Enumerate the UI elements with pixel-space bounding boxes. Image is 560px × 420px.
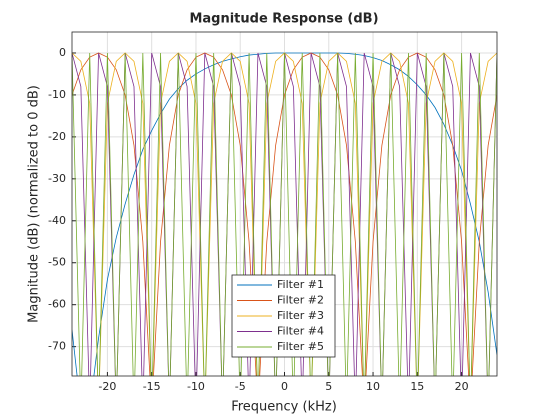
chart-title: Magnitude Response (dB): [189, 12, 378, 27]
y-tick-label: -30: [48, 172, 66, 185]
legend-label: Filter #3: [277, 309, 324, 322]
x-tick-label: 5: [325, 380, 332, 393]
legend-label: Filter #2: [277, 294, 324, 307]
y-tick-label: 0: [59, 46, 66, 59]
x-tick-label: 10: [366, 380, 380, 393]
legend-label: Filter #1: [277, 278, 324, 291]
y-tick-label: -50: [48, 256, 66, 269]
x-tick-label: 20: [455, 380, 469, 393]
line-series: [72, 52, 497, 376]
x-tick-label: 0: [281, 380, 288, 393]
axes-box: [71, 31, 498, 377]
x-axis-label: Frequency (kHz): [231, 400, 337, 415]
y-tick-label: -10: [48, 88, 66, 101]
series-group: [72, 52, 497, 376]
legend-label: Filter #4: [277, 325, 324, 338]
y-tick-label: -40: [48, 214, 66, 227]
y-tick-label: -60: [48, 298, 66, 311]
x-tick-label: -10: [187, 380, 205, 393]
y-tick-label: -70: [48, 340, 66, 353]
x-tick-label: -20: [98, 380, 116, 393]
x-tick-label: -5: [235, 380, 246, 393]
y-tick-label: -20: [48, 130, 66, 143]
x-tick-label: 15: [410, 380, 424, 393]
legend-label: Filter #5: [277, 340, 324, 353]
x-tick-label: -15: [143, 380, 161, 393]
y-axis-label: Magnitude (dB) (normalized to 0 dB): [27, 85, 42, 323]
